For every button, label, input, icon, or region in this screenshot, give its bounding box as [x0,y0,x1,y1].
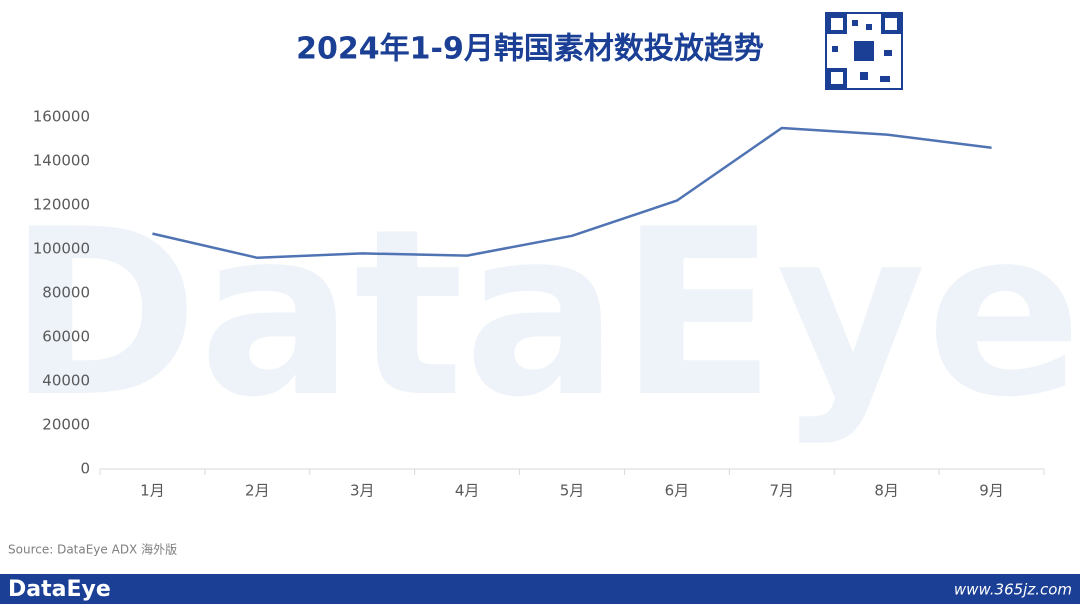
footer-url: www.365jz.com [954,581,1072,599]
y-tick-label: 0 [80,460,90,478]
watermark: DataEye [8,181,1080,448]
footer-logo: DataEye [8,577,111,602]
qr-code [825,12,903,90]
line [152,126,992,260]
y-tick-label: 20000 [42,416,90,434]
x-tick-label: 9月 [979,482,1004,500]
x-tick-label: 1月 [140,482,165,500]
y-tick-label: 120000 [33,196,90,214]
chart-title: 2024年1-9月韩国素材数投放趋势 [296,32,764,67]
y-tick-label: 140000 [33,152,90,170]
source: Source: DataEye ADX 海外版 [8,542,177,557]
y-tick-label: 160000 [33,108,90,126]
footer-bar [0,574,1080,604]
x-tick-label: 5月 [560,482,585,500]
x-tick-label: 7月 [770,482,795,500]
x-tick-label: 6月 [665,482,690,500]
y-tick-label: 80000 [42,284,90,302]
x-tick-label: 2月 [245,482,270,500]
y-tick-label: 40000 [42,372,90,390]
x-tick-label: 3月 [350,482,375,500]
x-tick-label: 4月 [455,482,480,500]
y-tick-label: 60000 [42,328,90,346]
x-tick-label: 8月 [874,482,899,500]
y-tick-label: 100000 [33,240,90,258]
